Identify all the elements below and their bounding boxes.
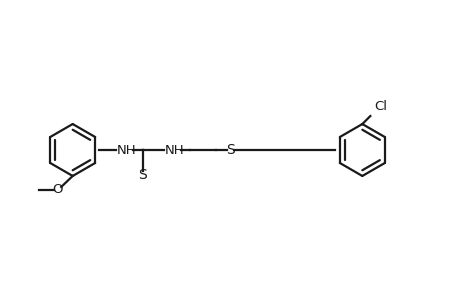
Text: NH: NH bbox=[117, 143, 136, 157]
Text: S: S bbox=[226, 143, 235, 157]
Text: S: S bbox=[138, 168, 147, 182]
Text: Cl: Cl bbox=[373, 100, 386, 112]
Text: NH: NH bbox=[164, 143, 184, 157]
Text: O: O bbox=[52, 184, 63, 196]
